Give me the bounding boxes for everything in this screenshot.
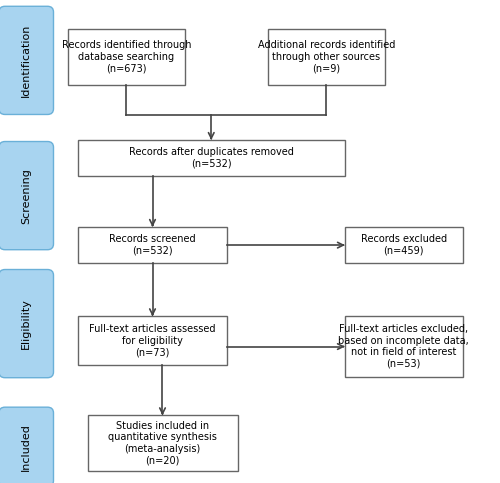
Text: Identification: Identification xyxy=(21,24,32,97)
Text: Screening: Screening xyxy=(21,168,32,224)
Bar xyxy=(345,316,463,377)
Text: Records identified through
database searching
(n=673): Records identified through database sear… xyxy=(62,40,191,73)
FancyBboxPatch shape xyxy=(0,142,54,250)
Text: Eligibility: Eligibility xyxy=(21,298,32,349)
FancyBboxPatch shape xyxy=(0,270,54,378)
Text: Records screened
(n=532): Records screened (n=532) xyxy=(109,234,196,256)
Bar xyxy=(68,29,185,85)
Bar xyxy=(268,29,385,85)
Text: Studies included in
quantitative synthesis
(meta-analysis)
(n=20): Studies included in quantitative synthes… xyxy=(108,421,217,466)
Text: Records excluded
(n=459): Records excluded (n=459) xyxy=(360,234,447,256)
Text: Included: Included xyxy=(21,423,32,471)
Bar xyxy=(78,227,228,263)
Bar xyxy=(345,227,463,263)
Text: Full-text articles assessed
for eligibility
(n=73): Full-text articles assessed for eligibil… xyxy=(89,324,216,357)
Bar xyxy=(88,415,238,471)
Bar xyxy=(78,316,228,365)
Text: Additional records identified
through other sources
(n=9): Additional records identified through ot… xyxy=(258,40,395,73)
FancyBboxPatch shape xyxy=(0,407,54,483)
Text: Full-text articles excluded,
based on incomplete data,
not in field of interest
: Full-text articles excluded, based on in… xyxy=(338,324,469,369)
Bar xyxy=(78,140,345,176)
FancyBboxPatch shape xyxy=(0,6,54,114)
Text: Records after duplicates removed
(n=532): Records after duplicates removed (n=532) xyxy=(129,147,294,169)
